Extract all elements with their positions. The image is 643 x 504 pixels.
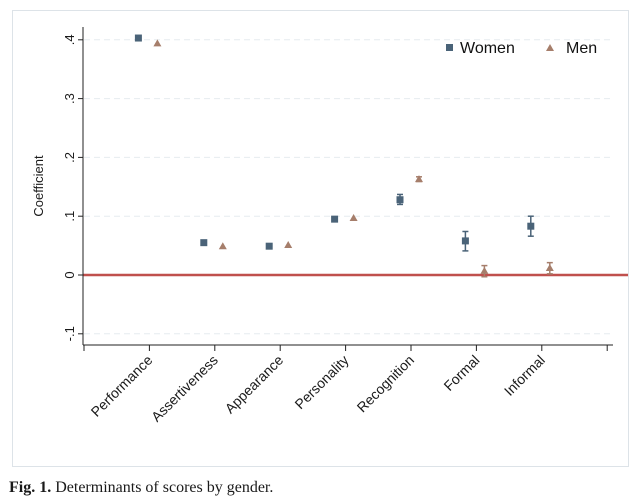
grid-lines <box>84 39 613 335</box>
women-point-recognition <box>396 196 404 204</box>
x-tick-label-performance: Performance <box>88 352 156 420</box>
women-point-performance <box>134 34 142 42</box>
legend: Women Men <box>446 40 597 57</box>
legend-women-marker <box>446 44 453 51</box>
y-tick-label: .1 <box>62 211 77 222</box>
x-tick-label-personality: Personality <box>291 352 351 412</box>
men-point-informal <box>545 263 554 271</box>
legend-women-label: Women <box>460 40 515 57</box>
legend-men-label: Men <box>566 40 597 57</box>
x-tick-label-informal: Informal <box>501 352 548 399</box>
women-point-informal <box>527 222 535 230</box>
figure-caption: Fig. 1. Determinants of scores by gender… <box>9 479 273 497</box>
x-tick-label-assertiveness: Assertiveness <box>148 352 221 425</box>
x-tick-label-recognition: Recognition <box>354 352 418 416</box>
y-tick-label: -.1 <box>62 326 77 341</box>
legend-men-marker <box>546 44 554 51</box>
women-point-formal <box>461 237 469 245</box>
figure-panel: -.1 0 .1 .2 .3 .4 Performance Assertiveness App… <box>12 10 629 467</box>
x-tick-label-appearance: Appearance <box>222 352 287 417</box>
y-tick-label: .2 <box>62 152 77 163</box>
y-tick-label: .3 <box>62 93 77 104</box>
men-point-personality <box>349 213 358 221</box>
women-point-appearance <box>265 242 273 250</box>
men-point-performance <box>153 39 162 47</box>
x-tick-label-formal: Formal <box>440 352 482 394</box>
women-point-personality <box>331 215 339 223</box>
y-tick-label: .4 <box>62 34 77 45</box>
y-axis-label: Coefficient <box>31 155 46 217</box>
y-ticks: -.1 0 .1 .2 .3 .4 <box>62 34 83 341</box>
axes <box>82 27 613 346</box>
data-points <box>134 34 554 278</box>
men-point-formal <box>480 266 489 274</box>
figure-caption-text: Determinants of scores by gender. <box>51 479 274 496</box>
men-point-recognition <box>415 175 423 183</box>
men-point-assertiveness <box>218 242 227 250</box>
figure-caption-label: Fig. 1. <box>9 479 52 496</box>
men-point-appearance <box>284 241 293 249</box>
y-tick-label: 0 <box>62 271 77 278</box>
women-point-assertiveness <box>200 239 208 247</box>
